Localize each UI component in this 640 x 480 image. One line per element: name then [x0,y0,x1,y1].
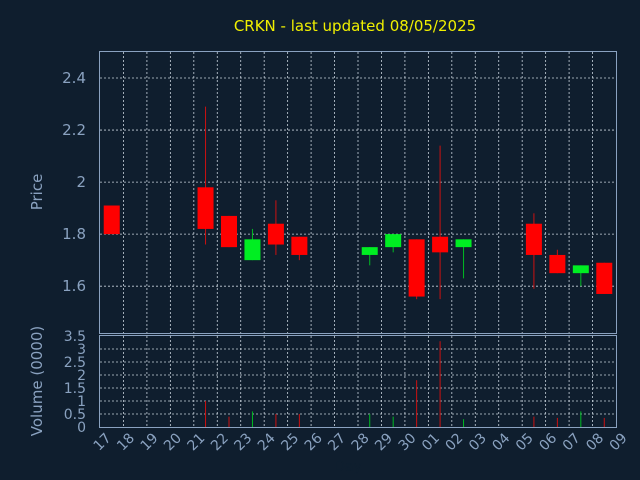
candle-body [197,187,214,229]
x-tick-label: 22 [208,430,232,454]
volume-y-ticks: 00.511.522.533.5 [64,329,86,436]
x-tick-label: 29 [372,430,396,454]
x-tick-label: 03 [466,430,490,454]
x-tick-label: 20 [161,430,185,454]
price-tick-label: 1.8 [62,225,86,243]
price-grid [100,52,616,333]
x-tick-label: 27 [325,430,349,454]
candle-body [244,239,261,261]
x-tick-label: 02 [443,430,467,454]
x-tick-label: 08 [583,430,607,454]
volume-tick-label: 1 [77,394,86,410]
x-ticks: 17 18 19 20 21 22 23 24 25 26 27 28 29 30 01 02 03 04 05 06… [91,430,631,454]
volume-grid [100,336,616,427]
candle-body [549,254,566,274]
price-tick-label: 1.6 [62,277,86,295]
price-y-ticks: 1.6 1.8 2 2.2 2.4 [62,69,86,295]
x-tick-label: 19 [138,430,162,454]
x-tick-label: 06 [536,430,560,454]
x-tick-label: 21 [185,430,209,454]
x-tick-label: 18 [114,430,138,454]
candle-body [596,262,613,294]
candle-body [432,236,449,253]
x-tick-label: 26 [302,430,326,454]
candle-body [221,215,237,248]
x-tick-label: 04 [489,430,513,454]
candle-body [103,205,120,235]
candle-body [572,265,589,274]
x-tick-label: 05 [513,430,537,454]
volume-tick-label: 3.5 [64,329,86,345]
volume-tick-label: 3 [77,342,86,358]
volume-panel-frame [99,335,617,428]
x-tick-label: 30 [396,430,420,454]
volume-tick-label: 2.5 [64,355,86,371]
candle-body [267,223,284,245]
candle-body [385,234,402,248]
volume-tick-label: 1.5 [64,381,86,397]
price-tick-label: 2 [76,173,86,191]
candle-body [525,223,542,255]
candle-body [455,239,472,248]
x-tick-label: 07 [560,430,584,454]
x-tick-label: 28 [349,430,373,454]
volume-bars [205,341,605,427]
price-tick-label: 2.4 [62,69,86,87]
candles [103,106,613,300]
x-tick-label: 17 [91,430,115,454]
candle-body [361,247,378,255]
x-axis-label: Day [334,459,362,475]
x-tick-label: 24 [255,430,279,454]
price-panel-frame [99,51,617,334]
x-tick-label: 09 [607,430,631,454]
price-tick-label: 2.2 [62,121,86,139]
volume-axis-label: Volume (0000) [28,326,46,436]
x-tick-label: 23 [231,430,255,454]
volume-tick-label: 0.5 [64,407,86,423]
candle-body [291,236,308,255]
candle-body [408,239,425,297]
x-tick-label: 25 [278,430,302,454]
x-tick-label: 01 [419,430,443,454]
volume-tick-label: 2 [77,368,86,384]
price-axis-label: Price [28,174,46,211]
volume-tick-label: 0 [77,420,86,436]
chart-title: CRKN - last updated 08/05/2025 [234,17,476,35]
